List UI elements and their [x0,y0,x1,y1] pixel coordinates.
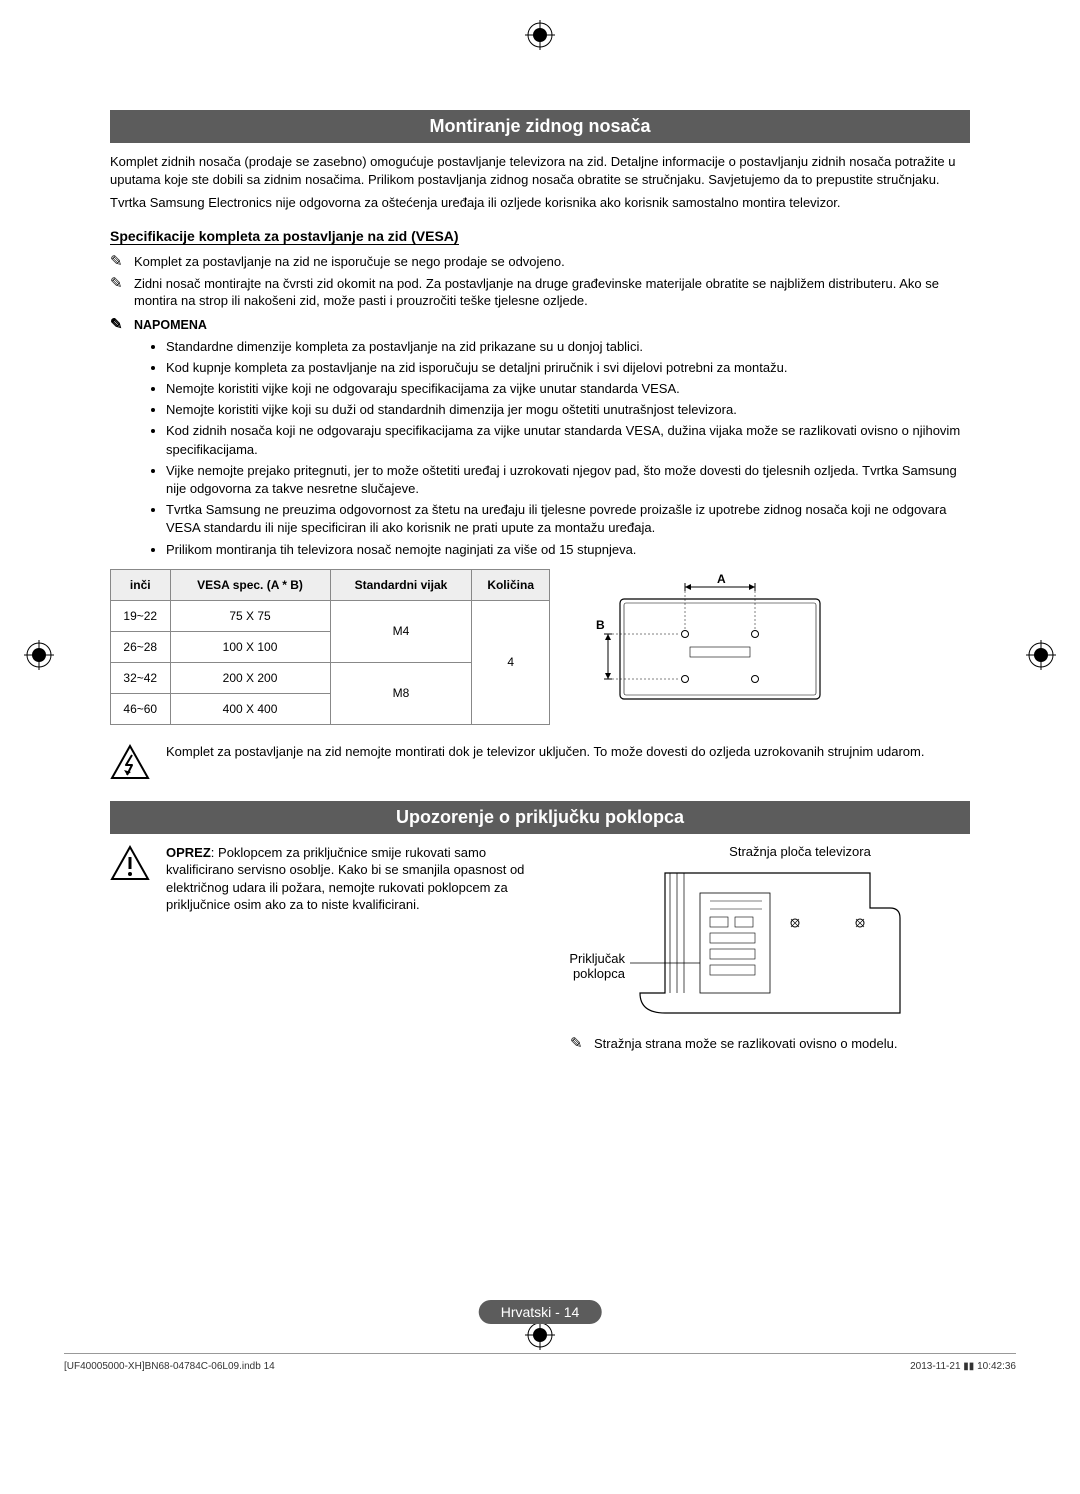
vesa-table: inči VESA spec. (A * B) Standardni vijak… [110,569,550,725]
print-mark-top [525,20,555,50]
intro-paragraph-2: Tvrtka Samsung Electronics nije odgovorn… [110,194,970,212]
bullet-item: Standardne dimenzije kompleta za postavl… [166,338,970,356]
bullet-item: Prilikom montiranja tih televizora nosač… [166,541,970,559]
intro-paragraph-1: Komplet zidnih nosača (prodaje se zasebn… [110,153,970,188]
bullet-item: Nemojte koristiti vijke koji ne odgovara… [166,380,970,398]
footer-filename: [UF40005000-XH]BN68-04784C-06L09.indb 14 [64,1361,275,1372]
bullet-item: Kod zidnih nosača koji ne odgovaraju spe… [166,422,970,458]
note-icon: ✎ [110,316,128,334]
caution-prefix: OPREZ [166,845,211,860]
print-mark-left [24,640,54,670]
diagram-label-a: A [717,572,726,586]
caution-text: OPREZ: Poklopcem za priključnice smije r… [166,844,530,914]
note-icon: ✎ [110,253,128,271]
vesa-subheading: Specifikacije kompleta za postavljanje n… [110,228,459,245]
note-icon: ✎ [110,275,128,310]
bullet-item: Kod kupnje kompleta za postavljanje na z… [166,359,970,377]
napomena-label: NAPOMENA [134,318,207,332]
table-row: 19~22 75 X 75 M4 4 [111,600,550,631]
diagram-label-b: B [596,618,605,632]
tv-vesa-diagram: A B [590,569,850,719]
bullet-item: Vijke nemojte prejako pritegnuti, jer to… [166,462,970,498]
print-mark-bottom [525,1320,555,1350]
table-header: Standardni vijak [330,569,472,600]
shock-warning-text: Komplet za postavljanje na zid nemojte m… [166,743,970,761]
table-header: inči [111,569,171,600]
shock-warning-icon [110,743,150,783]
port-label-1: Priključak [569,951,625,966]
note-icon: ✎ [570,1035,588,1053]
note-1-text: Komplet za postavljanje na zid ne isporu… [134,253,970,271]
table-header: Količina [472,569,550,600]
note-2-text: Zidni nosač montirajte na čvrsti zid oko… [134,275,970,310]
caution-body: : Poklopcem za priključnice smije rukova… [166,845,524,913]
back-panel-label: Stražnja ploča televizora [630,844,970,859]
bullet-item: Nemojte koristiti vijke koji su duži od … [166,401,970,419]
footer-timestamp: 2013-11-21 ▮▮ 10:42:36 [910,1361,1016,1372]
section-1-title: Montiranje zidnog nosača [110,110,970,143]
caution-icon [110,844,150,884]
back-panel-diagram: Priključak poklopca [570,863,910,1023]
footer-rule [64,1353,1016,1354]
port-label-2: poklopca [573,966,625,981]
section-2-title: Upozorenje o priključku poklopca [110,801,970,834]
table-header: VESA spec. (A * B) [170,569,330,600]
back-note-text: Stražnja strana može se razlikovati ovis… [594,1035,970,1053]
bullet-list: Standardne dimenzije kompleta za postavl… [166,338,970,559]
page-number-pill: Hrvatski - 14 [479,1300,602,1324]
bullet-item: Tvrtka Samsung ne preuzima odgovornost z… [166,501,970,537]
print-mark-right [1026,640,1056,670]
